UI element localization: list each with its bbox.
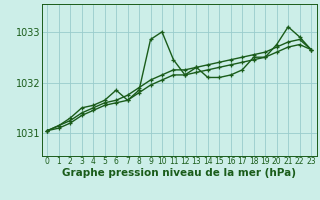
X-axis label: Graphe pression niveau de la mer (hPa): Graphe pression niveau de la mer (hPa)	[62, 168, 296, 178]
